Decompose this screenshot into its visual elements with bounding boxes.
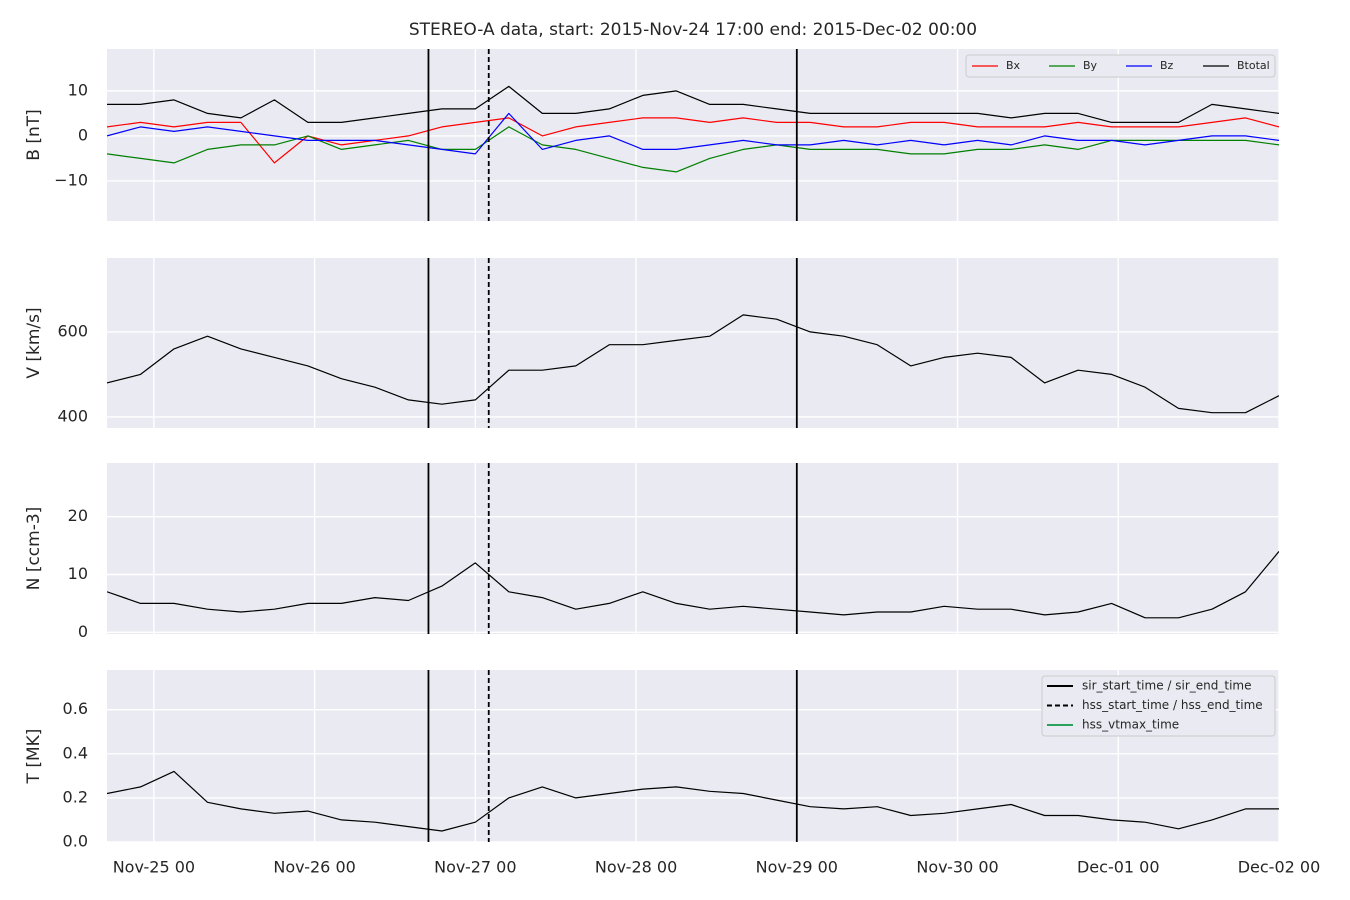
plot-area (107, 463, 1279, 634)
panel: −10 0 10 B [nT] Bx By Bz Btotal (24, 49, 1280, 221)
y-tick-label: 600 (57, 321, 88, 340)
series-group (107, 770, 1279, 832)
x-tick-label: Nov-30 00 (916, 858, 998, 877)
legend-label: Bz (1160, 59, 1174, 72)
y-axis-label: T [MK] (24, 729, 44, 785)
y-tick-label: 10 (68, 80, 88, 99)
panel: 0 10 20 N [ccm-3] (24, 463, 1280, 641)
chart-title: STEREO-A data, start: 2015-Nov-24 17:00 … (409, 20, 977, 40)
x-tick-label: Nov-28 00 (595, 858, 677, 877)
y-tick-label: 20 (68, 506, 88, 525)
series-group (107, 314, 1279, 414)
data-line (107, 551, 1279, 619)
y-axis-label: N [ccm-3] (24, 507, 44, 591)
y-tick-label: 0 (78, 622, 88, 641)
legend-label: hss_start_time / hss_end_time (1082, 698, 1263, 712)
y-tick-label: −10 (54, 170, 88, 189)
panel: 400 600 V [km/s] (24, 258, 1280, 428)
legend-label: sir_start_time / sir_end_time (1082, 679, 1252, 693)
x-tick-label: Dec-01 00 (1077, 858, 1160, 877)
data-line (107, 314, 1279, 414)
data-line (107, 770, 1279, 832)
data-line (107, 112, 1279, 155)
data-line (107, 117, 1279, 164)
legend-box (1041, 675, 1276, 737)
series-group (107, 85, 1279, 173)
legend-label: Bx (1006, 59, 1021, 72)
x-tick-label: Nov-25 00 (113, 858, 195, 877)
x-tick-label: Dec-02 00 (1238, 858, 1321, 877)
y-tick-label: 10 (68, 564, 88, 583)
y-axis-label: V [km/s] (24, 307, 44, 378)
legend-label: By (1083, 59, 1098, 72)
x-tick-label: Nov-26 00 (273, 858, 355, 877)
plot-area (107, 258, 1279, 428)
legend-label: Btotal (1237, 59, 1270, 72)
panel: Nov-25 00 Nov-26 00 Nov-27 00 Nov-28 00 Nov-… (24, 670, 1320, 877)
x-tick-label: Nov-29 00 (756, 858, 838, 877)
x-tick-label: Nov-27 00 (434, 858, 516, 877)
data-line (107, 126, 1279, 173)
y-tick-label: 0.6 (63, 699, 88, 718)
y-tick-label: 0.2 (63, 787, 88, 806)
y-tick-label: 0.4 (63, 743, 88, 762)
legend-box (965, 54, 1276, 78)
y-tick-label: 0 (78, 125, 88, 144)
data-line (107, 85, 1279, 123)
y-tick-label: 400 (57, 406, 88, 425)
y-tick-label: 0.0 (63, 832, 88, 851)
legend-label: hss_vtmax_time (1082, 718, 1179, 732)
y-axis-label: B [nT] (24, 109, 44, 161)
series-group (107, 551, 1279, 619)
plot-area (107, 49, 1279, 221)
